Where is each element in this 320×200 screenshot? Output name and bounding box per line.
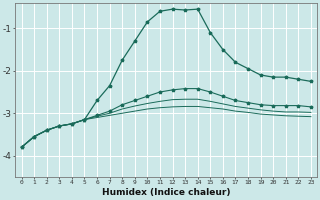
X-axis label: Humidex (Indice chaleur): Humidex (Indice chaleur) bbox=[102, 188, 230, 197]
